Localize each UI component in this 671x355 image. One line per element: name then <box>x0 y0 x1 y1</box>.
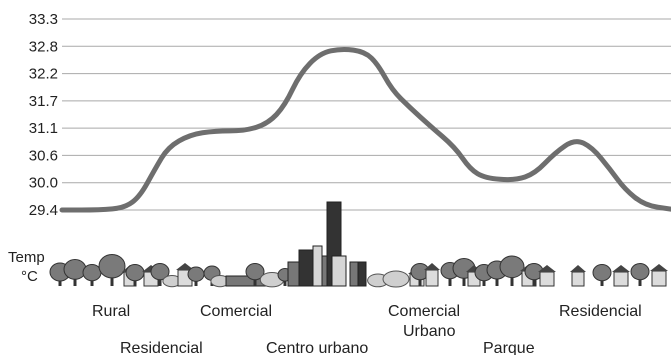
tree-crown <box>82 264 102 282</box>
y-tick-label: 32.2 <box>29 66 58 83</box>
y-tick-label: 32.8 <box>29 38 58 55</box>
tree-trunk <box>600 278 604 286</box>
temperature-series-line <box>59 47 671 213</box>
y-tick-label: 31.7 <box>29 93 58 110</box>
y-axis-title-temp: Temp <box>8 249 45 266</box>
zone-label-comercial-urbano-line1: Comercial <box>388 303 460 320</box>
building <box>357 261 367 287</box>
tree-trunk <box>448 276 452 286</box>
house-roof <box>650 264 668 271</box>
tree-trunk <box>482 278 486 286</box>
tree-trunk <box>194 279 198 286</box>
tree-crown <box>245 263 265 281</box>
house-roof <box>570 265 586 272</box>
house-roof <box>176 263 194 270</box>
house <box>571 271 585 287</box>
y-tick-label: 30.0 <box>29 175 58 192</box>
tree-trunk <box>253 277 257 286</box>
house-roof <box>424 263 440 270</box>
zone-label-centro-urbano: Centro urbano <box>266 340 368 355</box>
tree-crown <box>98 254 126 279</box>
tree-trunk <box>73 276 77 286</box>
building <box>349 261 359 287</box>
y-axis-title-unit: °C <box>21 268 38 285</box>
tree-trunk <box>418 277 422 286</box>
tree-trunk <box>283 279 287 286</box>
y-tick-label: 29.4 <box>29 202 58 219</box>
tree-trunk <box>495 276 499 286</box>
tree-crown <box>150 263 170 281</box>
house-roof <box>612 265 630 272</box>
tree-crown <box>187 266 205 282</box>
building <box>331 255 347 287</box>
house <box>613 271 629 287</box>
house <box>651 270 667 287</box>
tree-trunk <box>532 277 536 286</box>
y-tick-label: 31.1 <box>29 120 58 137</box>
tree-trunk <box>90 278 94 286</box>
tree-trunk <box>462 275 466 286</box>
tree-crown <box>499 255 525 279</box>
tree-trunk <box>58 278 62 286</box>
zone-label-rural: Rural <box>92 303 130 320</box>
house <box>539 271 555 287</box>
zone-label-parque: Parque <box>483 340 535 355</box>
y-tick-label: 30.6 <box>29 147 58 164</box>
grid-lines <box>62 18 671 211</box>
tree-trunk <box>110 274 114 286</box>
house <box>425 269 439 287</box>
tree-crown <box>592 264 612 282</box>
y-axis-ticks: 33.3 32.8 32.2 31.7 31.1 30.6 30.0 29.4 <box>29 11 58 219</box>
building <box>287 261 300 287</box>
tree-crown <box>63 259 87 280</box>
tree-crown <box>125 264 145 282</box>
tree-trunk <box>510 274 514 286</box>
tree-crown <box>630 263 650 281</box>
zone-label-comercial-urbano-line2: Urbano <box>403 323 456 340</box>
zone-label-residencial-left: Residencial <box>120 340 203 355</box>
tree-trunk <box>638 277 642 286</box>
building <box>312 245 323 287</box>
bush <box>382 270 410 288</box>
tree-trunk <box>133 278 137 286</box>
tree-trunk <box>158 277 162 286</box>
house-roof <box>538 265 556 272</box>
y-tick-label: 33.3 <box>29 11 58 28</box>
zone-label-residencial-right: Residencial <box>559 303 642 320</box>
building <box>298 249 314 287</box>
zone-label-comercial: Comercial <box>200 303 272 320</box>
city-profile-illustration <box>49 201 668 288</box>
